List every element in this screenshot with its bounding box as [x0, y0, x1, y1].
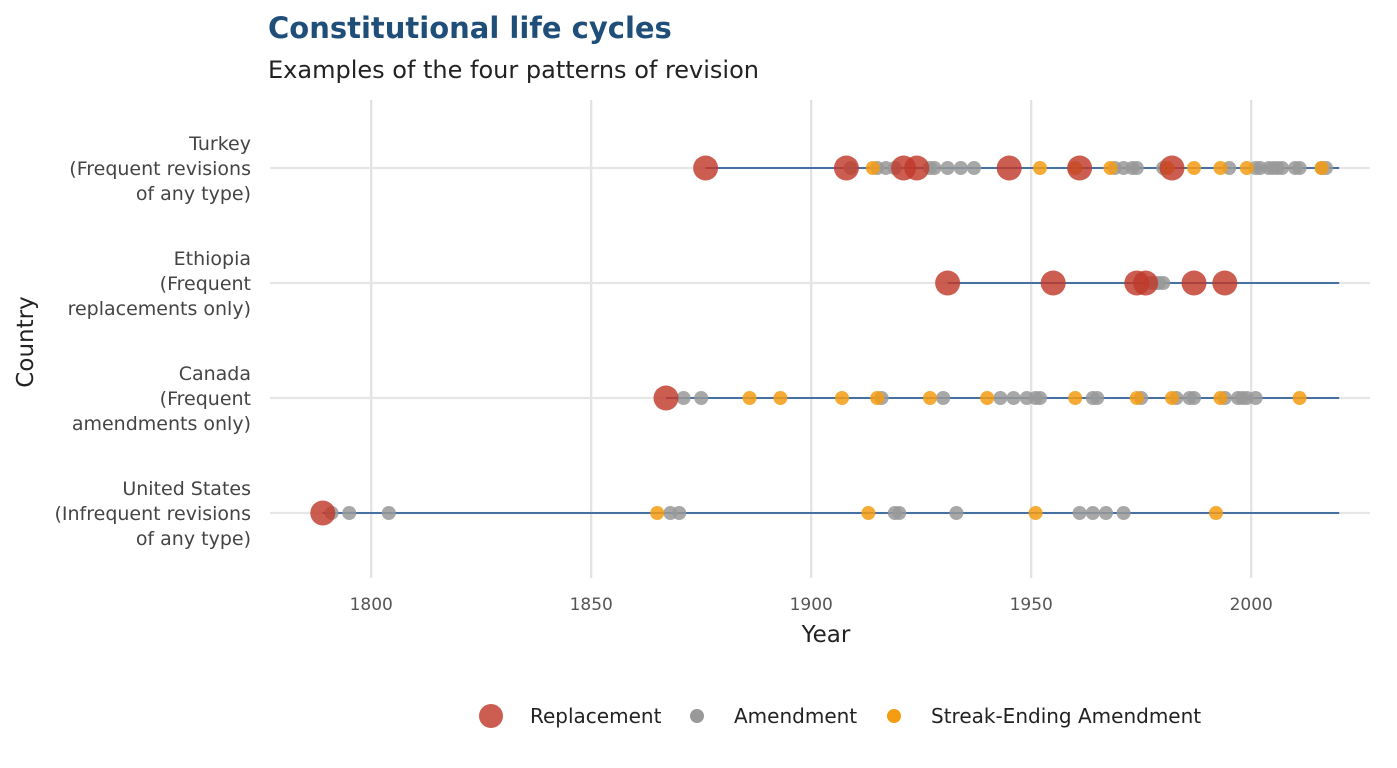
amendment-point — [927, 161, 942, 175]
amendment-point — [1090, 391, 1105, 405]
amendment-point — [1033, 391, 1047, 405]
replacement-point — [1133, 270, 1159, 296]
streak-ending-amendment-point — [923, 391, 937, 405]
country-label-line: amendments only) — [72, 413, 251, 435]
x-axis-title: Year — [801, 622, 851, 648]
data-points — [310, 155, 1333, 526]
gridlines — [270, 100, 1370, 578]
legend-key-amendment — [690, 709, 704, 723]
legend: Replacement Amendment Streak-Ending Amen… — [479, 704, 1201, 728]
country-label-line: Ethiopia — [174, 248, 251, 270]
amendment-point — [694, 391, 709, 405]
streak-ending-amendment-point — [1213, 391, 1228, 405]
streak-ending-amendment-point — [773, 391, 788, 405]
streak-ending-amendment-point — [1165, 391, 1179, 405]
x-tick-label: 1900 — [790, 595, 833, 615]
replacement-point — [653, 385, 679, 411]
country-label-line: Canada — [179, 363, 251, 385]
amendment-point — [1085, 506, 1100, 520]
country-label-line: (Frequent — [160, 273, 251, 295]
streak-ending-amendment-point — [870, 391, 885, 405]
lifelines — [322, 167, 1340, 514]
country-label-line: (Frequent revisions — [69, 158, 251, 180]
streak-ending-amendment-point — [1028, 506, 1043, 520]
y-axis-title: Country — [13, 296, 39, 387]
legend-label-amendment: Amendment — [734, 704, 857, 728]
amendment-point — [381, 506, 396, 520]
amendment-point — [1156, 276, 1171, 290]
amendment-point — [1006, 391, 1021, 405]
legend-label-replacement: Replacement — [530, 704, 662, 728]
replacement-point — [833, 155, 859, 181]
legend-key-streak — [887, 709, 901, 723]
chart-title: Constitutional life cycles — [268, 11, 672, 45]
amendment-point — [940, 161, 955, 175]
x-tick-label: 1950 — [1010, 595, 1053, 615]
legend-label-streak: Streak-Ending Amendment — [931, 704, 1201, 728]
amendment-point — [1292, 161, 1307, 175]
streak-ending-amendment-point — [1103, 161, 1118, 175]
country-label-line: replacements only) — [68, 298, 251, 320]
amendment-point — [967, 161, 981, 175]
chart-subtitle: Examples of the four patterns of revisio… — [268, 56, 759, 84]
streak-ending-amendment-point — [1209, 506, 1223, 520]
amendment-point — [936, 391, 951, 405]
amendment-point — [1072, 506, 1087, 520]
replacement-point — [1159, 155, 1185, 181]
amendment-point — [1275, 161, 1289, 175]
replacement-point — [996, 155, 1022, 181]
x-tick-label: 1850 — [570, 595, 613, 615]
streak-ending-amendment-point — [1129, 391, 1144, 405]
amendment-point — [993, 391, 1008, 405]
replacement-point — [1040, 270, 1066, 296]
streak-ending-amendment-point — [1033, 161, 1047, 175]
replacement-point — [693, 155, 719, 181]
streak-ending-amendment-point — [861, 506, 876, 520]
replacement-point — [935, 270, 961, 296]
amendment-point — [1099, 506, 1113, 520]
amendment-point — [672, 506, 687, 520]
legend-key-replacement — [479, 704, 503, 728]
streak-ending-amendment-point — [1068, 391, 1083, 405]
streak-ending-amendment-point — [865, 161, 880, 175]
streak-ending-amendment-point — [1292, 391, 1307, 405]
country-label-line: of any type) — [136, 528, 251, 550]
x-tick-label: 2000 — [1230, 595, 1273, 615]
replacement-point — [1067, 155, 1093, 181]
amendment-point — [1116, 506, 1131, 520]
replacement-point — [310, 500, 336, 526]
streak-ending-amendment-point — [835, 391, 849, 405]
amendment-point — [949, 506, 964, 520]
replacement-point — [1181, 270, 1207, 296]
country-label-line: (Infrequent revisions — [54, 503, 251, 525]
streak-ending-amendment-point — [1187, 161, 1201, 175]
x-tick-labels: 1800 1850 1900 1950 2000 — [350, 595, 1273, 615]
streak-ending-amendment-point — [1213, 161, 1228, 175]
streak-ending-amendment-point — [1239, 161, 1254, 175]
amendment-point — [1129, 161, 1144, 175]
country-label-line: United States — [122, 478, 251, 500]
replacement-point — [1212, 270, 1238, 296]
country-label-line: Turkey — [188, 133, 251, 155]
x-tick-label: 1800 — [350, 595, 393, 615]
streak-ending-amendment-point — [980, 391, 995, 405]
country-labels: Turkey (Frequent revisions of any type) Eth… — [54, 133, 251, 550]
country-label-line: of any type) — [136, 183, 251, 205]
amendment-point — [892, 506, 907, 520]
replacement-point — [904, 155, 930, 181]
amendment-point — [1187, 391, 1201, 405]
amendment-point — [1248, 391, 1263, 405]
country-label-line: (Frequent — [160, 388, 251, 410]
streak-ending-amendment-point — [1314, 161, 1329, 175]
streak-ending-amendment-point — [742, 391, 757, 405]
amendment-point — [676, 391, 691, 405]
streak-ending-amendment-point — [650, 506, 665, 520]
amendment-point — [342, 506, 357, 520]
amendment-point — [953, 161, 968, 175]
